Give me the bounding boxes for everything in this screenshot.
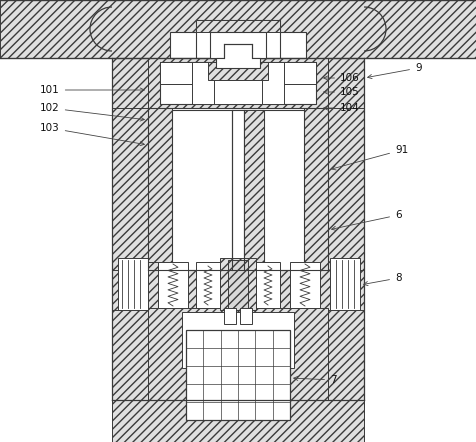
Bar: [304, 108, 328, 280]
Text: 6: 6: [332, 210, 402, 230]
Bar: [244, 110, 264, 270]
Bar: [158, 262, 188, 308]
Text: 103: 103: [40, 123, 144, 146]
Text: 8: 8: [364, 273, 402, 286]
Bar: [148, 58, 328, 108]
Bar: [148, 108, 172, 280]
Bar: [112, 270, 364, 310]
Text: 104: 104: [324, 103, 360, 113]
Bar: [112, 400, 364, 442]
Bar: [284, 62, 316, 84]
Text: 101: 101: [40, 85, 144, 95]
Bar: [214, 80, 262, 104]
Bar: [0, 0, 476, 58]
Polygon shape: [216, 44, 260, 68]
Text: 7: 7: [294, 375, 337, 385]
Bar: [208, 62, 268, 80]
Bar: [160, 62, 192, 84]
Bar: [170, 32, 306, 58]
Bar: [256, 262, 280, 308]
Bar: [196, 262, 220, 308]
Bar: [328, 58, 364, 420]
Text: 102: 102: [40, 103, 144, 121]
Text: 9: 9: [367, 63, 422, 79]
Text: 105: 105: [324, 87, 360, 97]
Bar: [160, 62, 192, 84]
Bar: [220, 258, 256, 310]
Bar: [244, 110, 264, 270]
Bar: [112, 58, 148, 420]
Bar: [330, 258, 360, 310]
Bar: [290, 262, 320, 308]
Bar: [196, 20, 280, 58]
Bar: [280, 262, 290, 308]
Bar: [328, 58, 364, 108]
Bar: [172, 110, 244, 270]
Bar: [192, 62, 284, 104]
Bar: [240, 308, 252, 324]
Bar: [196, 20, 280, 32]
Bar: [228, 260, 248, 310]
Bar: [118, 258, 148, 310]
Bar: [160, 62, 316, 104]
Bar: [182, 312, 294, 368]
Bar: [284, 62, 316, 84]
Bar: [112, 58, 148, 108]
Bar: [232, 110, 304, 270]
Bar: [210, 32, 266, 58]
Text: 106: 106: [324, 73, 360, 83]
Bar: [148, 262, 158, 308]
Bar: [148, 308, 328, 400]
Bar: [186, 330, 290, 420]
Bar: [244, 110, 264, 270]
Bar: [224, 308, 236, 324]
Text: 91: 91: [332, 145, 408, 170]
